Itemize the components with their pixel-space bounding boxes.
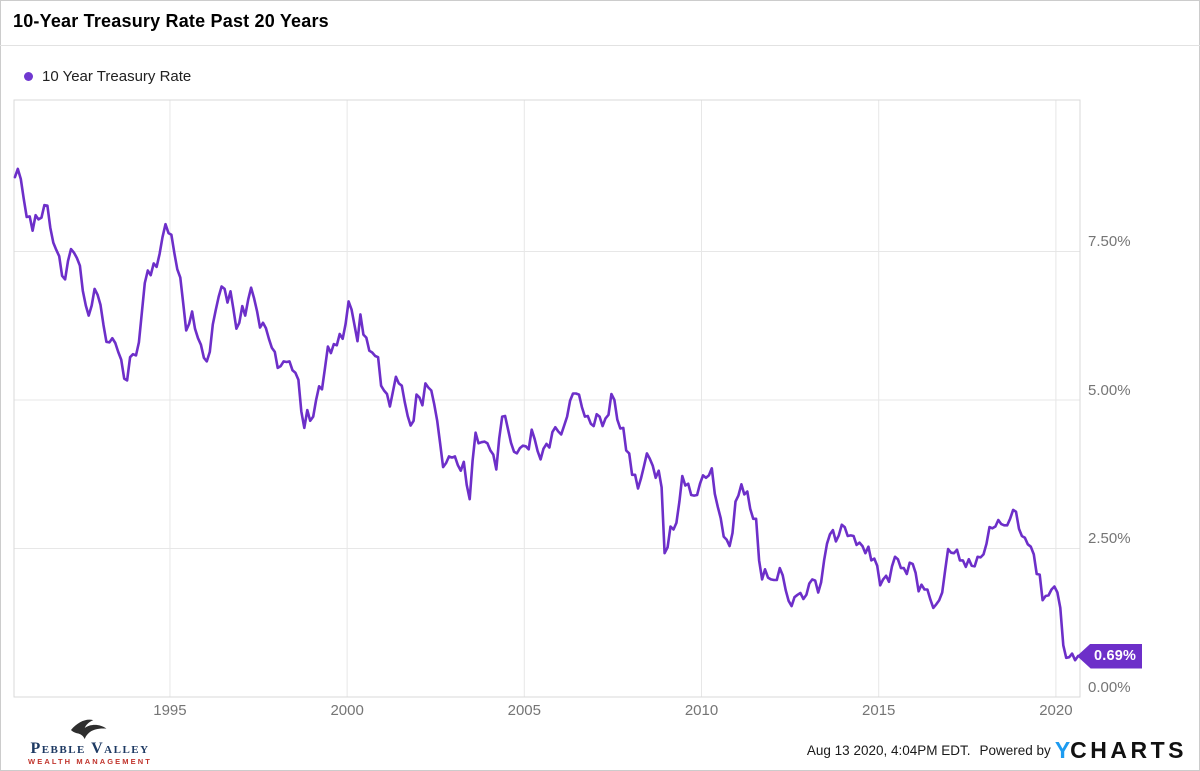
last-value-badge: 0.69%	[1077, 643, 1142, 669]
y-axis-tick-label: 0.00%	[1088, 679, 1131, 696]
header-divider	[0, 45, 1200, 46]
x-axis-tick-label: 1995	[153, 702, 187, 719]
legend-item-treasury-rate[interactable]: 10 Year Treasury Rate	[24, 68, 191, 85]
legend-label: 10 Year Treasury Rate	[42, 68, 192, 85]
chart-attribution: Aug 13 2020, 4:04PM EDT. Powered by Y CHA…	[807, 739, 1187, 762]
y-axis-tick-label: 2.50%	[1088, 530, 1131, 548]
x-axis-tick-label: 2010	[684, 702, 719, 719]
page-title: 10-Year Treasury Rate Past 20 Years	[13, 11, 329, 31]
brand-subtitle: Wealth Management	[28, 757, 152, 766]
plot-frame	[13, 99, 1081, 698]
y-axis-tick-label: 5.00%	[1088, 381, 1131, 399]
x-axis-tick-label: 2005	[507, 702, 541, 719]
ycharts-logo[interactable]: Y CHARTS	[1055, 739, 1187, 762]
hawk-icon	[70, 719, 107, 740]
treasury-rate-line	[13, 167, 1080, 662]
ycharts-logo-y: Y	[1054, 737, 1071, 763]
x-axis-tick-label: 2015	[862, 702, 896, 719]
brand-logo: Pebble Valley Wealth Management	[22, 716, 158, 766]
x-axis-tick-label: 2000	[330, 702, 364, 719]
brand-name: Pebble Valley	[30, 740, 150, 757]
powered-by-label: Powered by	[979, 743, 1051, 758]
legend-dot-icon	[24, 72, 33, 81]
timestamp: Aug 13 2020, 4:04PM EDT.	[806, 743, 971, 758]
last-value-label: 0.69%	[1094, 648, 1137, 664]
y-axis-tick-label: 7.50%	[1088, 233, 1131, 251]
ycharts-logo-text: CHARTS	[1070, 737, 1187, 763]
x-axis-tick-label: 2020	[1039, 702, 1073, 719]
